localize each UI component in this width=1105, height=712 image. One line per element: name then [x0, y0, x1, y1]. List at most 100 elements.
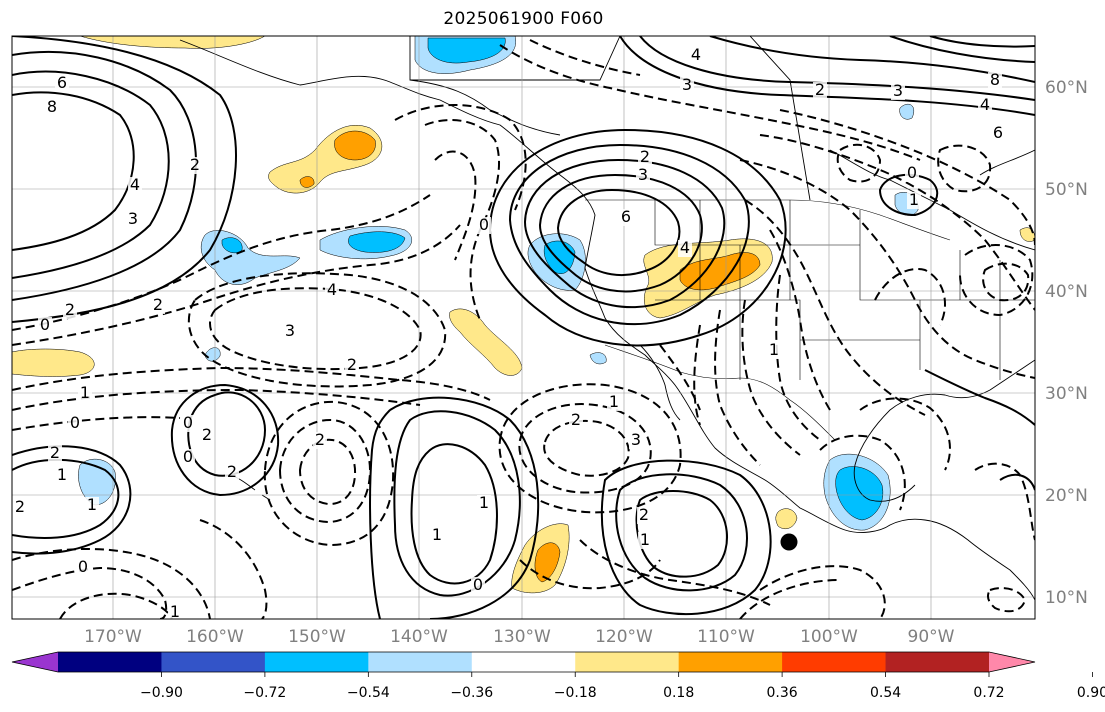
contour-label-bg: [638, 149, 652, 166]
colorbar-swatch: [264, 652, 369, 672]
negative-anomaly-core: [835, 466, 884, 521]
contour-label-bg: [325, 282, 339, 299]
contour-line: [424, 119, 501, 321]
contour-line: [59, 592, 173, 619]
colorbar-tick-label: −0.54: [347, 685, 390, 701]
contour-label: 1: [479, 493, 489, 512]
contour-line: [659, 344, 701, 411]
negative-anomaly-core: [221, 237, 243, 254]
coastline: [409, 79, 561, 136]
contour-label: 6: [993, 123, 1003, 142]
shading-layer: [12, 36, 1035, 594]
contour-line: [12, 91, 135, 251]
coastline-layer: [179, 36, 1035, 601]
contour-label-bg: [680, 77, 694, 94]
contour-label: 0: [473, 575, 483, 594]
colorbar-swatch: [678, 652, 783, 672]
positive-anomaly-area: [449, 308, 523, 376]
contour-label-bg: [76, 559, 90, 576]
positive-anomaly-area: [79, 36, 266, 49]
contour-label-bg: [689, 47, 703, 64]
contour-label-bg: [569, 412, 583, 429]
positive-anomaly-area: [1019, 227, 1035, 242]
coastline: [409, 36, 621, 81]
contour-line: [874, 268, 946, 326]
lon-label: 140°W: [390, 627, 448, 647]
contour-label-bg: [637, 507, 651, 524]
contour-line: [538, 173, 703, 293]
contour-label: 8: [47, 97, 57, 116]
us-canada-border: [585, 199, 951, 241]
contour-label-bg: [283, 323, 297, 340]
contour-line: [924, 369, 1035, 426]
contour-line: [12, 194, 431, 331]
contour-line: [543, 419, 630, 477]
contour-line: [170, 383, 280, 497]
negative-anomaly-core: [348, 231, 406, 253]
contour-line: [739, 159, 1035, 379]
contour-label: 4: [691, 45, 701, 64]
negative-anomaly-area: [899, 103, 915, 120]
contour-label: 0: [907, 163, 917, 182]
lon-label: 150°W: [288, 627, 346, 647]
lon-label: 160°W: [186, 627, 244, 647]
negative-contours: [12, 39, 1035, 619]
contour-line: [488, 128, 787, 347]
contour-line: [278, 418, 372, 524]
colorbar-swatch: [161, 652, 266, 672]
contour-label: 3: [638, 165, 648, 184]
contour-label-bg: [907, 192, 921, 209]
contour-label-bg: [891, 83, 905, 100]
contour-label: 1: [87, 495, 97, 514]
contour-line: [12, 388, 421, 411]
coastline: [639, 344, 681, 421]
contour-line: [635, 490, 729, 578]
contour-line: [859, 397, 951, 471]
contour-label: 0: [183, 413, 193, 432]
contour-line: [12, 445, 132, 555]
contour-line: [693, 324, 701, 426]
contour-label: 2: [50, 443, 60, 462]
contour-label: 3: [631, 430, 641, 449]
lat-label: 20°N: [1045, 486, 1088, 506]
colorbar: −0.90 −0.72 −0.54 −0.36 −0.18 0.18 0.36 0.54 0.7…: [11, 651, 1105, 701]
coastline: [829, 149, 1035, 251]
contour-label-bg: [991, 125, 1005, 142]
storm-center-dot: [780, 533, 798, 551]
contour-label-bg: [126, 211, 140, 228]
contour-label-bg: [638, 532, 652, 549]
contour-label-bg: [477, 217, 491, 234]
contour-label: 1: [609, 392, 619, 411]
coastline: [853, 359, 1035, 502]
contour-line: [600, 459, 772, 616]
contour-line: [12, 547, 211, 619]
contour-line: [819, 434, 906, 511]
lon-label: 110°W: [697, 627, 755, 647]
contour-label-bg: [45, 99, 59, 116]
contour-label-bg: [619, 209, 633, 226]
lon-label: 120°W: [595, 627, 653, 647]
contour-label-bg: [629, 432, 643, 449]
contour-line: [209, 287, 422, 371]
contour-label: 1: [170, 602, 180, 621]
contour-line: [12, 366, 491, 401]
contour-label: 6: [621, 207, 631, 226]
lat-label: 60°N: [1045, 78, 1088, 98]
colorbar-tick-label: 0.36: [767, 685, 798, 701]
contour-label: 1: [80, 383, 90, 402]
contour-line: [12, 50, 197, 301]
contour-line: [393, 410, 521, 597]
contour-line: [775, 274, 821, 441]
contour-label-bg: [813, 82, 827, 99]
contour-line: [615, 473, 748, 592]
contour-line: [523, 158, 726, 309]
contour-line: [759, 134, 1035, 311]
contour-line: [529, 39, 641, 76]
contour-label: 3: [893, 81, 903, 100]
contour-label-bg: [225, 464, 239, 481]
negative-anomaly-area: [204, 347, 221, 362]
contour-line: [974, 462, 1035, 541]
contour-label: 0: [183, 447, 193, 466]
